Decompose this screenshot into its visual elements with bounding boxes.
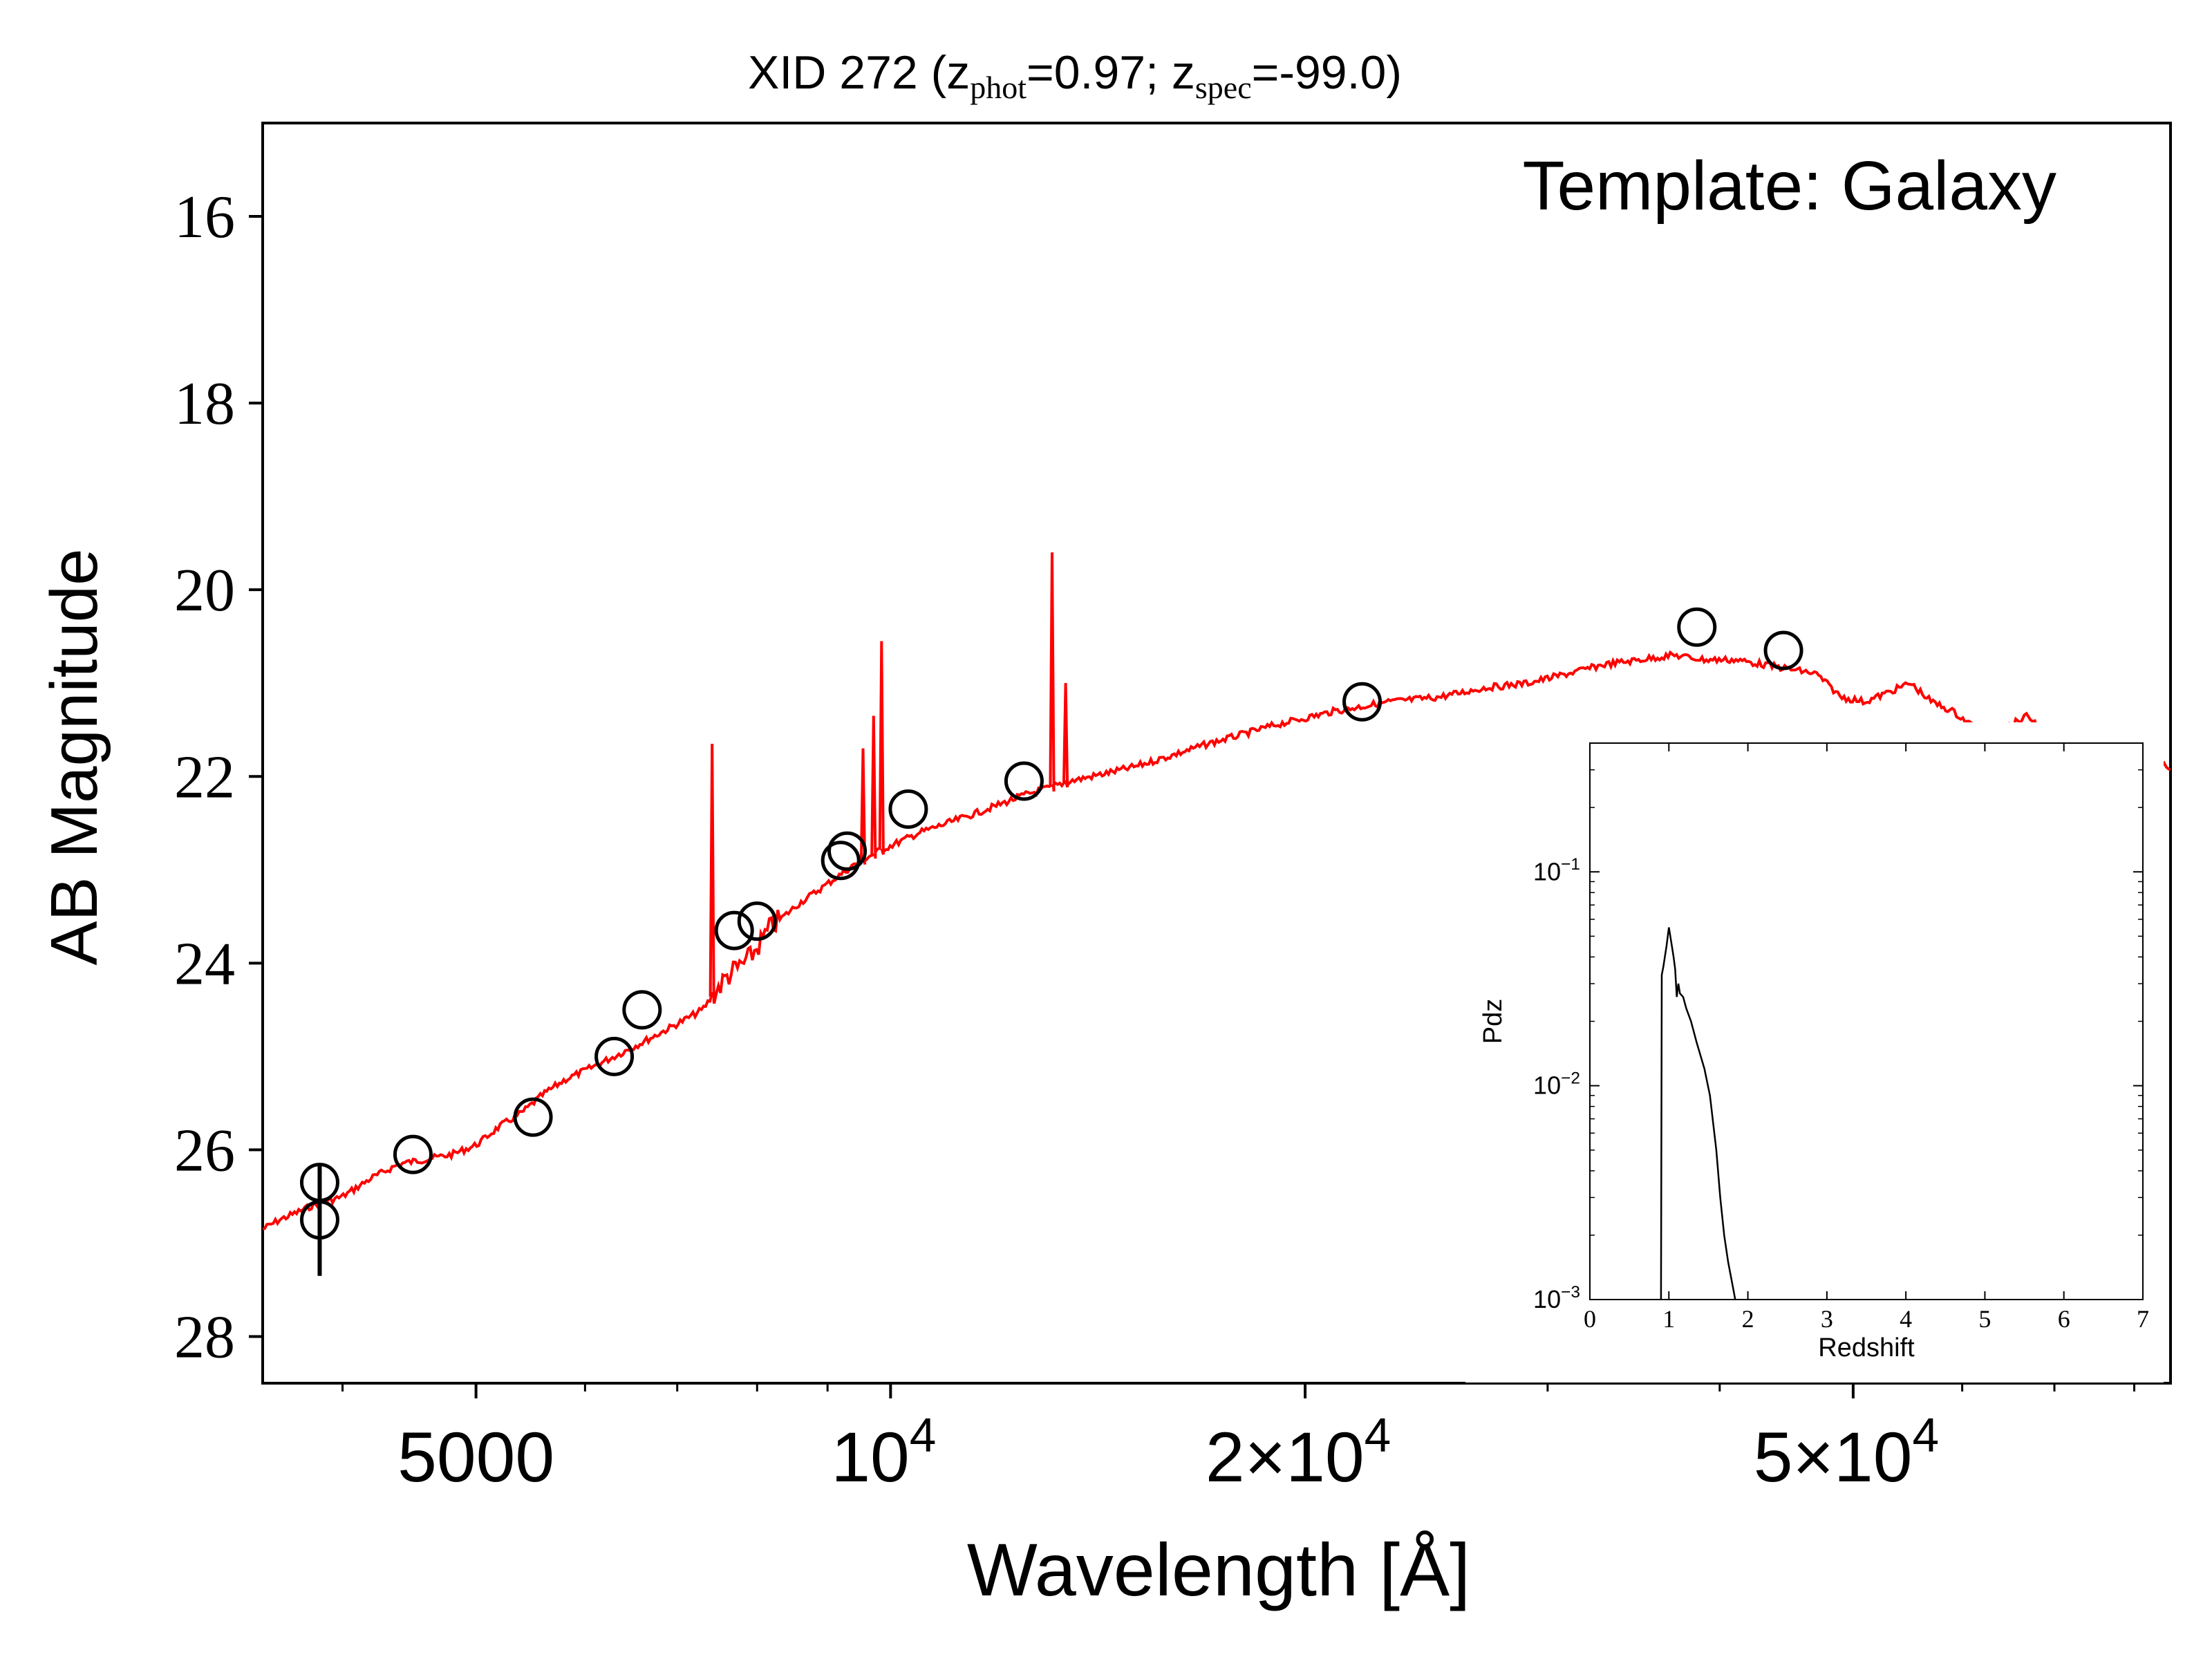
photometry-point [299, 1200, 339, 1240]
pdz-inset: 0 1 2 3 4 5 6 7 10−1 10−2 10−3 Redshift Pdz [1465, 722, 2164, 1382]
photometry-point [737, 901, 777, 941]
y-tick-label: 16 [174, 184, 235, 251]
plot-frame [261, 122, 2172, 1385]
x-tick-label: 104 [831, 1408, 936, 1497]
inset-x-tick-label: 0 [1584, 1305, 1596, 1333]
y-tick-label: 26 [174, 1117, 235, 1184]
inset-x-tick-label: 6 [2058, 1305, 2070, 1333]
inset-x-axis-label: Redshift [1818, 1333, 1915, 1362]
photometry-point [393, 1134, 433, 1174]
photometry-point [513, 1097, 553, 1137]
inset-y-tick-label: 10−2 [1533, 1069, 1580, 1100]
photometry-point [594, 1036, 635, 1076]
photometry-point [821, 841, 861, 881]
inset-x-tick-label: 2 [1742, 1305, 1754, 1333]
inset-x-tick-label: 3 [1821, 1305, 1833, 1333]
photometry-point [1763, 630, 1803, 671]
y-axis-label: AB Magnitude [37, 548, 111, 965]
inset-frame [1589, 742, 2144, 1300]
x-tick-label: 5000 [397, 1418, 554, 1497]
inset-y-axis-label: Pdz [1479, 999, 1508, 1044]
y-tick-label: 24 [174, 930, 235, 997]
template-annotation: Template: Galaxy [1522, 147, 2056, 225]
inset-x-tick-label: 1 [1662, 1305, 1675, 1333]
photometry-point [827, 831, 868, 871]
x-tick-label: 5×104 [1754, 1408, 1939, 1497]
photometry-point [1004, 761, 1044, 801]
photometry-point [714, 910, 754, 950]
x-tick-label: 2×104 [1206, 1408, 1391, 1497]
chart-title: XID 272 (zphot=0.97; zspec=-99.0) [748, 46, 1402, 105]
pdz-curve [1660, 927, 1736, 1300]
x-axis-label: Wavelength [Å] [967, 1528, 1470, 1611]
y-tick-label: 28 [174, 1304, 235, 1371]
photometry-point [622, 990, 662, 1030]
y-tick-label: 20 [174, 557, 235, 624]
photometry-point [888, 789, 928, 830]
inset-x-tick-label: 4 [1900, 1305, 1912, 1333]
y-tick-label: 18 [174, 371, 235, 438]
template-spectrum [263, 552, 2171, 1231]
inset-x-tick-label: 5 [1978, 1305, 1991, 1333]
inset-y-tick-label: 10−3 [1533, 1283, 1580, 1313]
y-tick-label: 22 [174, 744, 235, 811]
photometry-point [1677, 607, 1717, 647]
photometry-point [1342, 682, 1382, 722]
inset-x-tick-label: 7 [2137, 1305, 2149, 1333]
inset-y-tick-label: 10−1 [1533, 855, 1580, 885]
